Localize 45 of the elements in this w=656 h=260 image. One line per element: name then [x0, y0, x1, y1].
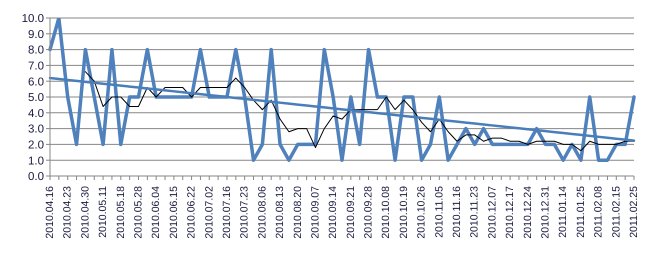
x-tick-label: 2010.05.18 — [114, 186, 127, 239]
x-tick-label: 2010.06.22 — [186, 186, 198, 239]
x-tick-label: 2010.05.11 — [97, 186, 110, 238]
x-tick-label: 2010.10.08 — [380, 186, 392, 239]
x-tick-label: 2010.07.23 — [238, 186, 251, 239]
x-tick-label: 2010.10.26 — [416, 186, 428, 239]
x-tick-label: 2011.02.15 — [610, 186, 622, 238]
x-tick-label: 2010.12.24 — [522, 186, 534, 239]
x-tick-label: 2010.11.23 — [468, 186, 481, 238]
y-tick-label: 3.0 — [28, 124, 44, 136]
x-tick-label: 2010.11.05 — [433, 186, 446, 238]
x-tick-label: 2010.06.15 — [168, 186, 180, 239]
x-tick-label: 2010.07.16 — [220, 186, 233, 239]
y-tick-label: 4.0 — [28, 108, 44, 120]
x-tick-label: 2010.10.19 — [398, 186, 410, 239]
y-tick-label: 6.0 — [28, 76, 44, 88]
x-tick-label: 2010.08.06 — [256, 186, 268, 239]
y-tick-label: 2.0 — [28, 139, 44, 152]
x-tick-label: 2010.08.20 — [292, 186, 304, 239]
y-tick-label: 10.0 — [22, 13, 44, 26]
x-tick-label: 2010.12.07 — [486, 186, 498, 239]
x-tick-label: 2010.09.07 — [309, 186, 322, 239]
x-tick-label: 2011.01.14 — [557, 186, 570, 238]
x-tick-label: 2011.02.25 — [628, 186, 640, 238]
y-tick-label: 8.0 — [28, 44, 44, 57]
y-tick-label: 9.0 — [28, 28, 44, 41]
x-tick-label: 2010.05.28 — [132, 186, 144, 239]
x-tick-label: 2010.11.16 — [451, 186, 464, 238]
y-tick-label: 5.0 — [28, 92, 44, 104]
x-tick-label: 2010.04.23 — [62, 186, 74, 239]
x-tick-label: 2011.01.25 — [574, 186, 587, 238]
x-tick-label: 2010.08.13 — [274, 186, 286, 239]
x-tick-label: 2010.07.02 — [203, 186, 216, 239]
x-tick-label: 2010.09.14 — [327, 186, 340, 239]
x-tick-label: 2010.04.16 — [44, 186, 56, 239]
x-tick-label: 2010.12.31 — [540, 186, 552, 239]
x-tick-label: 2011.02.08 — [592, 186, 605, 238]
x-tick-label: 2010.09.28 — [362, 186, 375, 239]
x-tick-label: 2010.12.17 — [504, 186, 516, 239]
y-tick-label: 7.0 — [28, 60, 44, 72]
x-tick-label: 2010.06.04 — [150, 186, 162, 239]
x-tick-label: 2010.09.21 — [344, 186, 357, 239]
y-tick-label: 1.0 — [28, 155, 44, 168]
x-tick-label: 2010.04.30 — [79, 186, 92, 239]
y-tick-label: 0.0 — [28, 171, 44, 184]
